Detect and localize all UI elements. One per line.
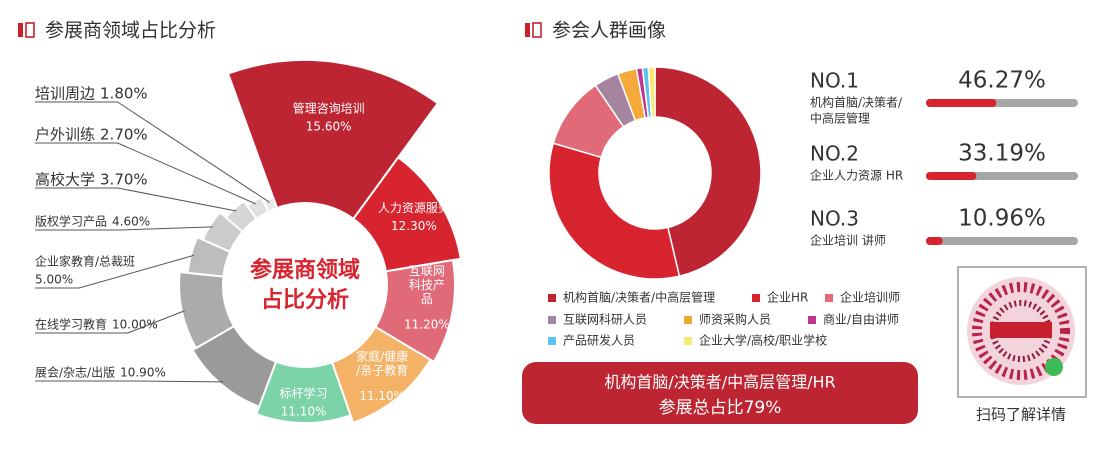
slice-label: 管理咨询培训 [293, 101, 365, 116]
rank-number: NO.1 [810, 69, 859, 93]
outer-label: 展会/杂志/出版 [35, 366, 115, 380]
slice-value: 12.30% [391, 219, 437, 233]
outer-value: 5.00% [35, 273, 73, 287]
rose-slice [330, 325, 432, 425]
outer-value: 3.70% [100, 171, 148, 189]
legend-label: 企业培训师 [840, 290, 900, 305]
legend-label: 企业HR [767, 290, 808, 305]
rose-slice [191, 324, 278, 408]
leader-line [35, 380, 223, 383]
section-title: 参会人群画像 [552, 20, 666, 42]
rank-label: 企业培训 讲师 [810, 233, 886, 248]
qr-caption: 扫码了解详情 [976, 406, 1066, 424]
rose-slice [178, 270, 236, 350]
outer-value: 2.70% [100, 126, 148, 144]
center-disc [225, 205, 385, 365]
rank-value: 10.96% [958, 206, 1046, 232]
center-title: 参展商领域 [250, 257, 360, 283]
legend-label: 机构首脑/决策者/中高层管理 [563, 290, 715, 305]
legend-swatch [684, 337, 692, 345]
bar-track [926, 237, 1078, 245]
summary-text: 机构首脑/决策者/中高层管理/HR [604, 373, 835, 392]
qr-logo [990, 322, 1052, 338]
rank-value: 46.27% [958, 68, 1046, 94]
legend-swatch [684, 316, 692, 324]
rank-number: NO.2 [810, 142, 859, 166]
outer-label: 高校大学 [35, 171, 95, 189]
donut-slice [548, 142, 681, 280]
legend-label: 师资采购人员 [699, 312, 771, 327]
legend-label: 互联网科研人员 [563, 313, 647, 327]
legend-swatch [548, 337, 556, 345]
legend-label: 商业/自由讲师 [823, 312, 899, 327]
summary-box [522, 362, 918, 424]
rose-slice [254, 360, 352, 424]
legend-swatch [548, 294, 556, 302]
legend-swatch [825, 294, 833, 302]
outer-label: 企业家教育/总裁班 [35, 254, 135, 269]
outer-label: 在线学习教育 [35, 317, 107, 332]
header-icon [25, 22, 35, 38]
bar-fill [926, 237, 943, 245]
slice-label: 人力资源服务 [378, 200, 450, 215]
bar-fill [926, 172, 977, 180]
slice-value: 15.60% [306, 120, 352, 134]
qr-pattern [972, 282, 1070, 380]
slice-value: 11.20% [404, 317, 450, 331]
slice-label: 互联网科技产品 [409, 263, 445, 305]
slice-value: 11.10% [359, 389, 405, 403]
slice-label: 家庭/健康/亲子教育 [356, 348, 408, 377]
bar-fill [926, 99, 997, 107]
outer-value: 10.00% [112, 318, 158, 332]
outer-label: 户外训练 [35, 126, 95, 144]
slice-label: 标杆学习 [280, 385, 328, 400]
qr-badge [1045, 358, 1063, 376]
leader-line [35, 101, 270, 203]
header-icon [532, 22, 542, 38]
donut-slice [654, 66, 762, 278]
outer-value: 10.90% [120, 366, 166, 380]
section-title: 参展商领域占比分析 [45, 20, 216, 42]
rose-slice [226, 59, 440, 221]
leader-line [35, 254, 195, 289]
outer-value: 1.80% [100, 85, 148, 103]
rank-label: 中高层管理 [810, 111, 870, 126]
outer-label: 培训周边 [35, 85, 95, 103]
rank-label: 机构首脑/决策者/ [810, 95, 903, 110]
legend-swatch [548, 316, 556, 324]
leader-line [35, 310, 185, 334]
outer-value: 4.60% [112, 215, 150, 229]
center-title: 占比分析 [261, 288, 349, 313]
outer-label: 版权学习产品 [35, 214, 107, 229]
legend-label: 产品研发人员 [563, 333, 635, 348]
slice-value: 11.10% [281, 404, 327, 418]
leader-line [35, 226, 213, 231]
donut-slice [647, 66, 656, 118]
leader-line [35, 187, 237, 212]
legend-swatch [808, 316, 816, 324]
rank-number: NO.3 [810, 207, 859, 231]
legend-label: 企业大学/高校/职业学校 [699, 333, 827, 348]
header-icon [18, 23, 23, 37]
legend-swatch [752, 294, 760, 302]
rank-value: 33.19% [958, 141, 1046, 167]
leader-line [35, 142, 256, 205]
rank-label: 企业人力资源 HR [810, 168, 903, 183]
rose-slice [351, 156, 462, 273]
qr-code [957, 266, 1087, 398]
header-icon [525, 23, 530, 37]
summary-text: 参展总占比79% [659, 398, 782, 418]
rose-slice [374, 258, 456, 364]
